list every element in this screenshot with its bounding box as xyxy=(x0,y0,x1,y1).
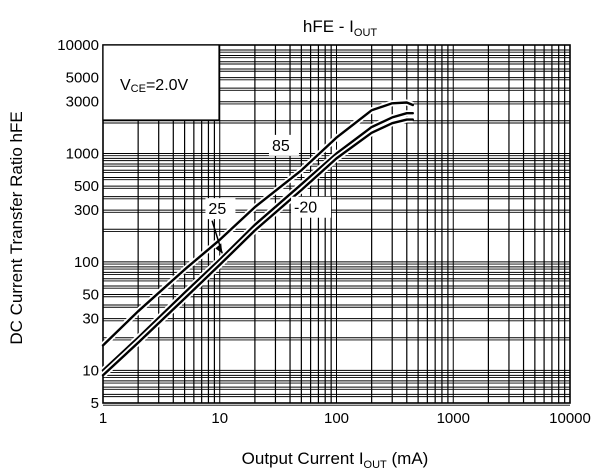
series-labels: 85 25 -20 xyxy=(205,134,332,254)
x-tick-label: 1 xyxy=(99,410,107,427)
plot-frame xyxy=(102,44,571,404)
y-tick-label: 100 xyxy=(74,254,99,271)
y-tick-label: 10000 xyxy=(57,37,99,54)
series-line xyxy=(101,101,414,347)
condition-box: VCE=2.0V xyxy=(102,44,220,121)
series-label-bg xyxy=(291,196,332,218)
series-line xyxy=(101,111,414,372)
condition-box-frame xyxy=(102,44,220,121)
series-line xyxy=(101,118,414,377)
x-tick-label: 100 xyxy=(324,410,349,427)
y-axis-label: DC Current Transfer Ratio hFE xyxy=(7,111,26,344)
y-tick-label: 500 xyxy=(74,178,99,195)
y-tick-label: 5 xyxy=(91,395,99,412)
series-label-bg xyxy=(268,134,299,156)
series-label-bg xyxy=(205,198,236,220)
y-tick-label: 30 xyxy=(82,311,99,328)
tick-labels: 1 10 100 1000 10000 5 10 30 50 100 300 500 1000 3000 5… xyxy=(57,37,591,427)
y-tick-label: 10 xyxy=(82,362,99,379)
y-tick-label: 5000 xyxy=(66,70,99,87)
condition-label: VCE=2.0V xyxy=(120,77,189,95)
plot-border xyxy=(102,44,571,404)
series-label: 85 xyxy=(272,138,290,155)
x-tick-label: 10 xyxy=(211,410,228,427)
x-axis-label: Output Current IOUT (mA) xyxy=(242,449,429,471)
y-tick-label: 3000 xyxy=(66,94,99,111)
chart-title: hFE - IOUT xyxy=(303,17,378,39)
series-group xyxy=(100,99,414,378)
x-tick-label: 10000 xyxy=(549,410,591,427)
pointer-arrowhead xyxy=(215,243,223,254)
x-tick-label: 1000 xyxy=(437,410,470,427)
y-tick-label: 300 xyxy=(74,202,99,219)
y-tick-label: 50 xyxy=(82,287,99,304)
y-tick-label: 1000 xyxy=(66,145,99,162)
series-label: 25 xyxy=(208,201,226,218)
series-label: -20 xyxy=(294,200,317,217)
